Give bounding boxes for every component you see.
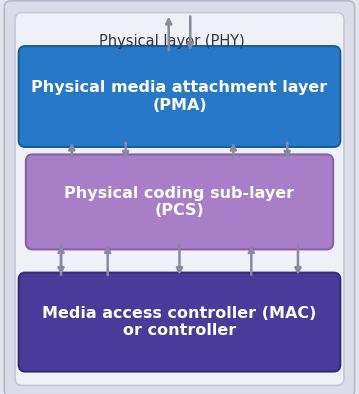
FancyBboxPatch shape [19,273,340,372]
Text: Physical coding sub-layer
(PCS): Physical coding sub-layer (PCS) [64,186,295,218]
FancyBboxPatch shape [15,13,344,385]
FancyBboxPatch shape [26,154,333,249]
Text: Physical media attachment layer
(PMA): Physical media attachment layer (PMA) [31,80,328,113]
Text: Physical layer (PHY): Physical layer (PHY) [99,34,245,49]
FancyBboxPatch shape [19,46,340,147]
FancyBboxPatch shape [4,1,355,394]
Text: Media access controller (MAC)
or controller: Media access controller (MAC) or control… [42,306,317,338]
